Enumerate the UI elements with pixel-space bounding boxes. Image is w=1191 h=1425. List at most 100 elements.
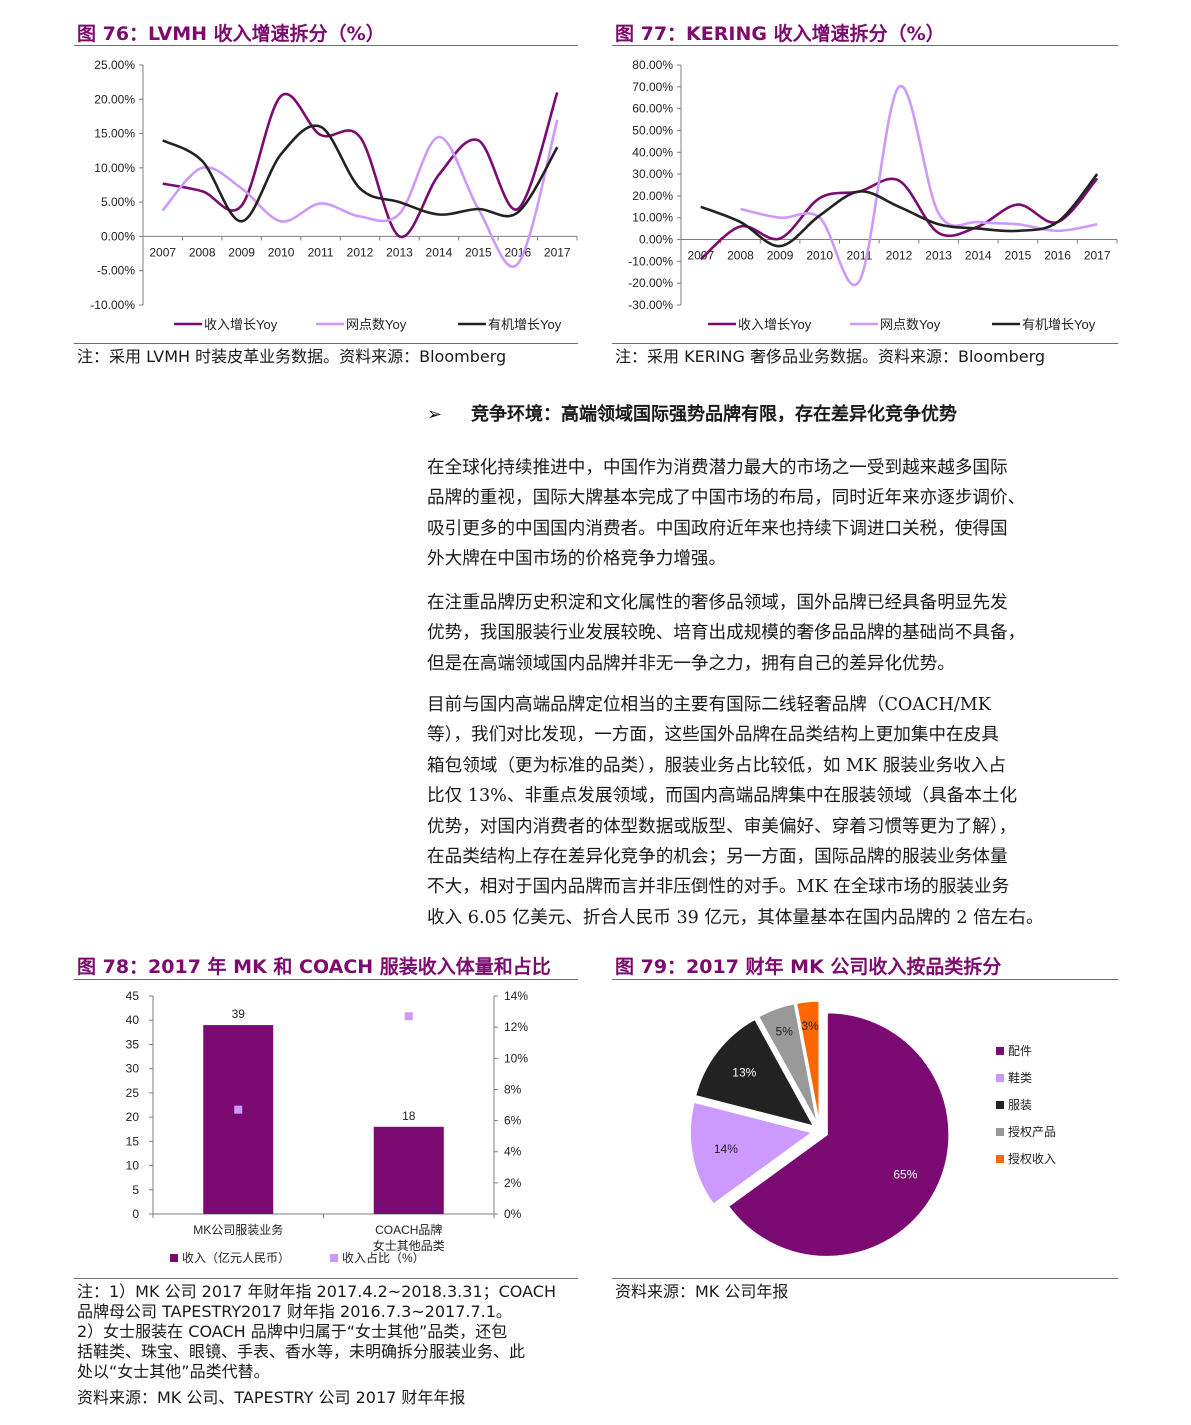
x-tick-label: 2014 bbox=[965, 249, 992, 263]
x-tick-label: 2016 bbox=[504, 245, 531, 259]
y2-tick-label: 6% bbox=[504, 1114, 522, 1128]
y-tick-label: 0.00% bbox=[101, 229, 135, 243]
fig78-bar-chart: 0 5 10 15 20 25 30 35 40 45 0% 2% 4% 6% 8% 10% 12% 14% 39 M… bbox=[126, 989, 529, 1265]
series-line bbox=[162, 91, 559, 238]
fig78-bottom-rule bbox=[74, 1278, 578, 1279]
legend-label: 网点数Yoy bbox=[880, 317, 941, 332]
pie-data-label: 5% bbox=[776, 1025, 794, 1039]
x-tick-label: 2009 bbox=[228, 245, 255, 259]
paragraph-3-line: 目前与国内高端品牌定位相当的主要有国际二线轻奢品牌（COACH/MK bbox=[427, 695, 991, 715]
x-tick-label: 2013 bbox=[386, 245, 413, 259]
x-tick-label: 2015 bbox=[1005, 249, 1032, 263]
fig76-line-chart: -10.00% -5.00% 0.00% 5.00% 10.00% 15.00% 20.00… bbox=[90, 58, 578, 332]
fig78-note-line: 处以“女士其他”品类代替。 bbox=[77, 1362, 270, 1381]
y-tick-label: 20.00% bbox=[94, 92, 135, 106]
x-tick-label: 2007 bbox=[149, 245, 176, 259]
pie-data-label: 14% bbox=[714, 1142, 738, 1156]
y-tick-label: 5 bbox=[132, 1183, 139, 1197]
x-tick-label: 2008 bbox=[727, 249, 754, 263]
x-tick-label: 2008 bbox=[189, 245, 216, 259]
fig76-title: 图 76：LVMH 收入增速拆分（%） bbox=[77, 23, 385, 45]
bar bbox=[373, 1126, 444, 1214]
legend-label: 服装 bbox=[1008, 1098, 1032, 1112]
y-tick-label: 50.00% bbox=[632, 123, 673, 137]
pie-data-label: 13% bbox=[732, 1065, 756, 1079]
x-tick-label: 2010 bbox=[806, 249, 833, 263]
legend-swatch bbox=[996, 1101, 1004, 1109]
legend-label: 授权收入 bbox=[1008, 1151, 1056, 1166]
paragraph-3-line: 不大，相对于国内品牌而言并非压倒性的对手。MK 在全球市场的服装业务 bbox=[427, 877, 1010, 898]
series-line bbox=[699, 177, 1099, 261]
paragraph-1: 在全球化持续推进中，中国作为消费潜力最大的市场之一受到越来越多国际 品牌的重视，… bbox=[427, 453, 1117, 575]
paragraph-3-line: 箱包领域（更为标准的品类），服装业务占比较低，如 MK 服装业务收入占 bbox=[427, 755, 1006, 776]
x-tick-label: 2012 bbox=[347, 245, 374, 259]
paragraph-1-line: 品牌的重视，国际大牌基本完成了中国市场的布局，同时近年来亦逐步调价、 bbox=[427, 488, 1026, 509]
bar bbox=[203, 1025, 274, 1214]
x-tick-label: 2013 bbox=[925, 249, 952, 263]
paragraph-3-line: 收入 6.05 亿美元、折合人民币 39 亿元，其体量基本在国内品牌的 2 倍左… bbox=[427, 907, 1044, 928]
y-tick-label: -10.00% bbox=[90, 298, 135, 312]
bar-data-label: 39 bbox=[232, 1007, 246, 1021]
legend-label: 网点数Yoy bbox=[346, 317, 407, 332]
y-tick-label: 15 bbox=[126, 1134, 140, 1148]
fig77-bottom-rule bbox=[612, 343, 1118, 344]
x-tick-label: 2009 bbox=[767, 249, 794, 263]
y-tick-label: 80.00% bbox=[632, 58, 673, 72]
legend-label: 收入（亿元人民币） bbox=[182, 1250, 290, 1265]
y-tick-label: -30.00% bbox=[628, 298, 673, 312]
y2-tick-label: 14% bbox=[504, 989, 528, 1003]
legend-label: 收入增长Yoy bbox=[204, 317, 278, 332]
fig78-note-line: 括鞋类、珠宝、眼镜、手表、香水等，未明确拆分服装业务、此 bbox=[77, 1342, 526, 1361]
y-tick-label: 40 bbox=[126, 1013, 140, 1027]
pie-data-label: 3% bbox=[801, 1019, 819, 1033]
y-tick-label: -5.00% bbox=[97, 264, 135, 278]
fig77-line-chart: -30.00% -20.00% -10.00% 0.00% 10.00% 20.00% 30… bbox=[628, 58, 1118, 332]
y-tick-label: 60.00% bbox=[632, 102, 673, 116]
legend-swatch bbox=[996, 1128, 1004, 1136]
paragraph-1-line: 外大牌在中国市场的价格竞争力增强。 bbox=[427, 549, 727, 570]
pie-slice bbox=[689, 1101, 814, 1206]
x-tick-label: 2017 bbox=[544, 245, 571, 259]
fig78-source-line: 资料来源：MK 公司、TAPESTRY 公司 2017 财年年报 bbox=[77, 1388, 466, 1407]
y-tick-label: 0.00% bbox=[639, 233, 673, 247]
series-line bbox=[700, 173, 1099, 248]
y-tick-label: 25 bbox=[126, 1086, 140, 1100]
fig79-bottom-rule bbox=[612, 1278, 1118, 1279]
legend-label: 收入增长Yoy bbox=[738, 317, 812, 332]
y2-tick-label: 4% bbox=[504, 1145, 522, 1159]
legend-swatch bbox=[996, 1155, 1004, 1163]
x-category-label: MK公司服装业务 bbox=[193, 1222, 283, 1237]
y2-tick-label: 2% bbox=[504, 1176, 522, 1190]
paragraph-3-line: 优势，对国内消费者的体型数据或版型、审美偏好、穿着习惯等更为了解）， bbox=[427, 816, 1017, 837]
legend-label: 配件 bbox=[1008, 1044, 1032, 1058]
percent-marker bbox=[404, 1012, 413, 1021]
y2-tick-label: 8% bbox=[504, 1082, 522, 1096]
legend-label: 有机增长Yoy bbox=[488, 317, 562, 332]
series-line bbox=[740, 85, 1098, 286]
y-tick-label: 20 bbox=[126, 1110, 140, 1124]
legend-swatch bbox=[330, 1254, 338, 1262]
fig78-title-rule bbox=[74, 979, 578, 980]
series-line bbox=[161, 119, 559, 268]
section-heading-text: 竞争环境：高端领域国际强势品牌有限，存在差异化竞争优势 bbox=[471, 404, 957, 425]
paragraph-2-line: 但是在高端领域国内品牌并非无一争之力，拥有自己的差异化优势。 bbox=[427, 653, 955, 674]
y-tick-label: 0 bbox=[132, 1207, 139, 1221]
fig76-bottom-rule bbox=[74, 343, 578, 344]
paragraph-2-line: 在注重品牌历史积淀和文化属性的奢侈品领域，国外品牌已经具备明显先发 bbox=[427, 593, 1008, 613]
fig76-note: 注：采用 LVMH 时装皮革业务数据。资料来源：Bloomberg bbox=[77, 347, 507, 366]
fig77-note: 注：采用 KERING 奢侈品业务数据。资料来源：Bloomberg bbox=[615, 347, 1046, 366]
fig79-title: 图 79：2017 财年 MK 公司收入按品类拆分 bbox=[615, 956, 1002, 978]
legend-swatch bbox=[996, 1074, 1004, 1082]
y-tick-label: 30 bbox=[126, 1062, 140, 1076]
x-tick-label: 2015 bbox=[465, 245, 492, 259]
y-tick-label: 30.00% bbox=[632, 167, 673, 181]
paragraph-2-line: 优势，我国服装行业发展较晚、培育出成规模的奢侈品品牌的基础尚不具备， bbox=[427, 623, 1026, 644]
section-heading: ➢ 竞争环境：高端领域国际强势品牌有限，存在差异化竞争优势 bbox=[427, 400, 957, 426]
bar-data-label: 18 bbox=[402, 1109, 416, 1123]
legend-swatch bbox=[170, 1254, 178, 1262]
pie-data-label: 65% bbox=[893, 1168, 917, 1182]
x-tick-label: 2011 bbox=[308, 245, 334, 259]
paragraph-3: 目前与国内高端品牌定位相当的主要有国际二线轻奢品牌（COACH/MK 等），我们… bbox=[427, 690, 1117, 933]
x-category-label: COACH品牌 bbox=[375, 1223, 442, 1237]
